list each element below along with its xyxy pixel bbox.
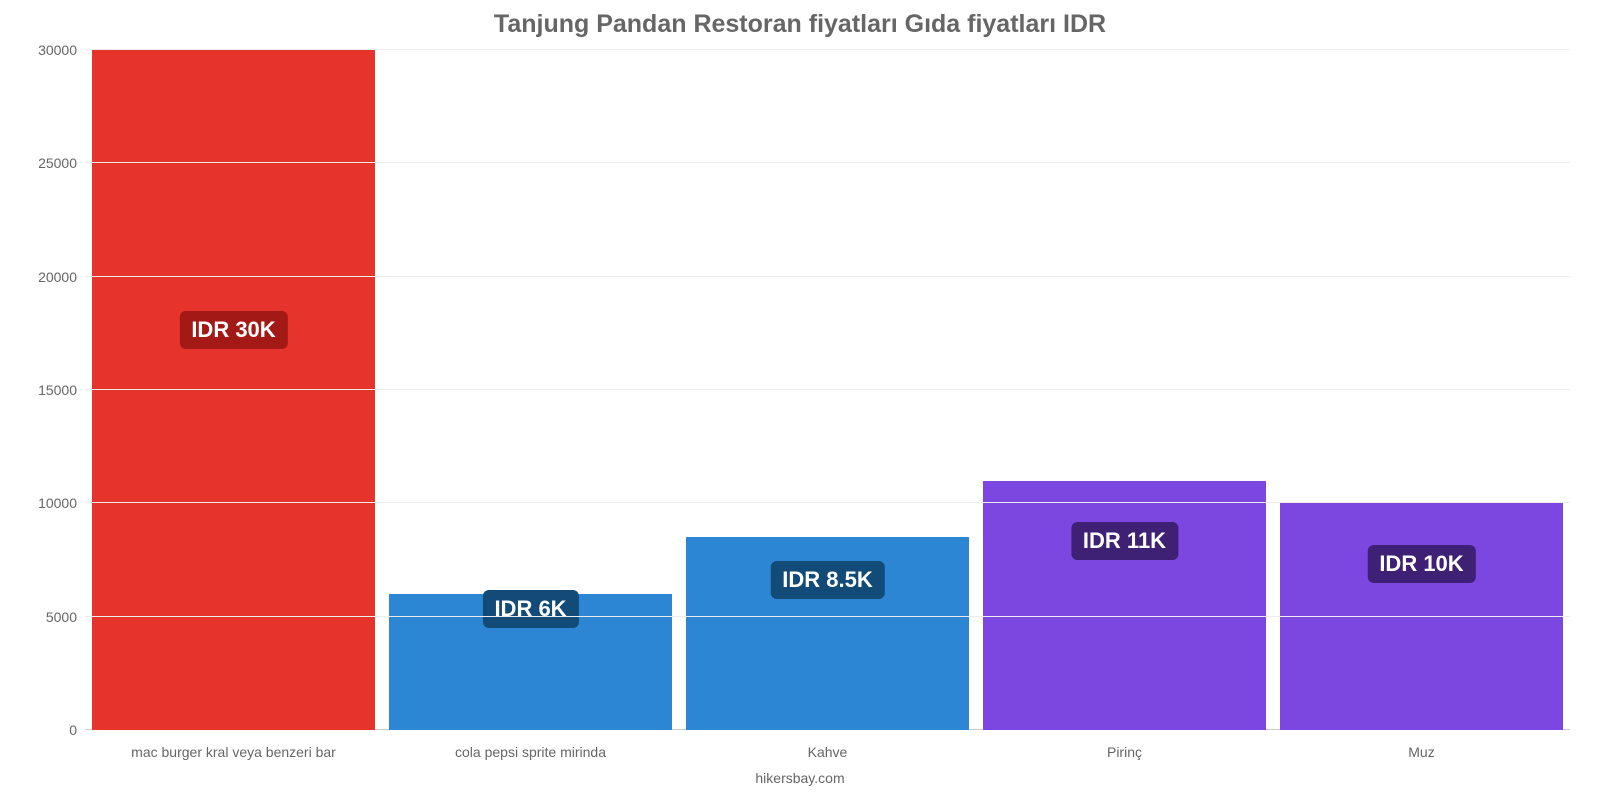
- x-tick-label: Pirinç: [976, 744, 1273, 760]
- x-tick-label: Muz: [1273, 744, 1570, 760]
- x-tick-label: mac burger kral veya benzeri bar: [85, 744, 382, 760]
- bar-slot: IDR 10K: [1273, 50, 1570, 730]
- grid-line: [85, 162, 1570, 163]
- y-tick-label: 20000: [38, 269, 85, 285]
- bar-slot: IDR 8.5K: [679, 50, 976, 730]
- y-tick-label: 30000: [38, 42, 85, 58]
- chart-title: Tanjung Pandan Restoran fiyatları Gıda f…: [0, 10, 1600, 39]
- y-tick-label: 25000: [38, 155, 85, 171]
- bars-container: IDR 30K IDR 6K IDR 8.5K IDR 11K IDR 10K: [85, 50, 1570, 730]
- bar-slot: IDR 6K: [382, 50, 679, 730]
- bar-slot: IDR 30K: [85, 50, 382, 730]
- x-tick-label: Kahve: [679, 744, 976, 760]
- price-bar-chart: Tanjung Pandan Restoran fiyatları Gıda f…: [0, 0, 1600, 800]
- grid-line: [85, 389, 1570, 390]
- y-tick-label: 10000: [38, 495, 85, 511]
- value-badge: IDR 30K: [179, 311, 287, 349]
- grid-line: [85, 49, 1570, 50]
- grid-line: [85, 276, 1570, 277]
- bar: [1280, 503, 1562, 730]
- x-tick-label: cola pepsi sprite mirinda: [382, 744, 679, 760]
- plot-area: IDR 30KIDR 6KIDR 8.5KIDR 11KIDR 10K 0500…: [85, 50, 1570, 730]
- bar-slot: IDR 11K: [976, 50, 1273, 730]
- y-tick-label: 5000: [46, 609, 85, 625]
- bar: [983, 481, 1265, 730]
- value-badge: IDR 10K: [1367, 545, 1475, 583]
- value-badge: IDR 6K: [482, 590, 578, 628]
- bar: [92, 50, 374, 730]
- y-tick-label: 0: [69, 722, 85, 738]
- value-badge: IDR 8.5K: [770, 561, 884, 599]
- y-tick-label: 15000: [38, 382, 85, 398]
- value-badge: IDR 11K: [1071, 522, 1178, 560]
- x-axis-labels: mac burger kral veya benzeri barcola pep…: [85, 744, 1570, 760]
- grid-line: [85, 616, 1570, 617]
- grid-line: [85, 502, 1570, 503]
- chart-footer: hikersbay.com: [0, 770, 1600, 786]
